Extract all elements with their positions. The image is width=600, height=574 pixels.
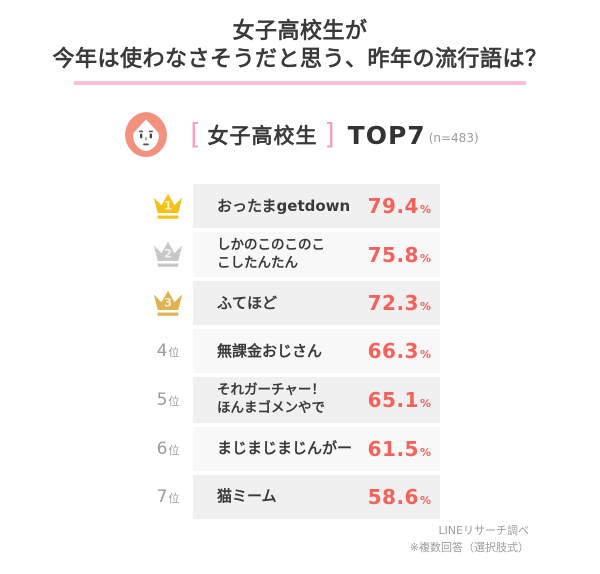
percentage-value: 61.5% (367, 436, 431, 461)
answer-box: まじまじまじんがー 61.5% (193, 426, 440, 471)
method-note: ※複数回答（選択肢式） (409, 541, 529, 555)
answer-box: 無課金おじさん 66.3% (193, 329, 440, 374)
svg-text:3: 3 (164, 296, 172, 310)
percentage-value: 66.3% (367, 339, 431, 364)
buzzword-label: まじまじまじんがー (217, 438, 353, 457)
buzzword-label: しかのこのこのこ こしたんたん (217, 237, 325, 271)
group-header: [ 女子高校生 ] TOP7 (n=483) (0, 110, 600, 160)
source-credit: LINEリサーチ調べ (438, 524, 529, 537)
percentage-value: 58.6% (367, 484, 431, 509)
rank-indicator: 1 (143, 184, 193, 228)
rank-indicator: 3 (143, 281, 193, 325)
svg-text:2: 2 (164, 247, 172, 261)
ranking-row: 3 ふてほど 72.3% (143, 281, 440, 326)
group-header-text: [ 女子高校生 ] TOP7 (n=483) (183, 120, 478, 150)
page-title: 女子高校生が 今年は使わなさそうだと思う、昨年の流行語は？ (0, 0, 600, 86)
top7-label: TOP7 (347, 120, 426, 150)
open-bracket: [ (190, 119, 201, 152)
percentage-value: 79.4% (367, 194, 431, 219)
crown-icon: 3 (153, 290, 183, 316)
buzzword-label: おったまgetdown (217, 196, 351, 215)
answer-box: それガーチャー！ ほんまゴメンやで 65.1% (193, 377, 440, 423)
title-underline (74, 81, 526, 86)
ranking-row: 2 しかのこのこのこ こしたんたん 75.8% (143, 232, 440, 278)
buzzword-label: それガーチャー！ ほんまゴメンやで (217, 382, 325, 416)
svg-text:1: 1 (164, 199, 172, 213)
group-name: 女子高校生 (207, 124, 318, 149)
buzzword-label: 無課金おじさん (217, 341, 323, 360)
answer-box: 猫ミーム 58.6% (193, 474, 440, 519)
ranking-list: 1 おったまgetdown 79.4% 2 しかのこのこのこ こしたんたん 75.… (143, 184, 440, 519)
title-line-1: 女子高校生が (232, 19, 368, 44)
percentage-value: 72.3% (367, 291, 431, 316)
percentage-value: 65.1% (367, 387, 431, 412)
buzzword-label: ふてほど (217, 293, 278, 312)
answer-box: ふてほど 72.3% (193, 281, 440, 326)
sample-size: (n=483) (428, 131, 479, 146)
crown-icon: 2 (153, 241, 183, 268)
ranking-row: 1 おったまgetdown 79.4% (143, 184, 440, 229)
title-line-2: 今年は使わなさそうだと思う、昨年の流行語は？ (52, 47, 548, 73)
rank-indicator: 2 (143, 232, 193, 277)
answer-box: おったまgetdown 79.4% (193, 184, 440, 229)
girl-face-icon (125, 112, 168, 158)
answer-box: しかのこのこのこ こしたんたん 75.8% (193, 232, 440, 278)
crown-icon: 1 (153, 193, 183, 219)
close-bracket: ] (324, 119, 335, 152)
source-footer: LINEリサーチ調べ ※複数回答（選択肢式） (410, 522, 529, 556)
percentage-value: 75.8% (367, 242, 431, 267)
buzzword-label: 猫ミーム (217, 486, 277, 505)
